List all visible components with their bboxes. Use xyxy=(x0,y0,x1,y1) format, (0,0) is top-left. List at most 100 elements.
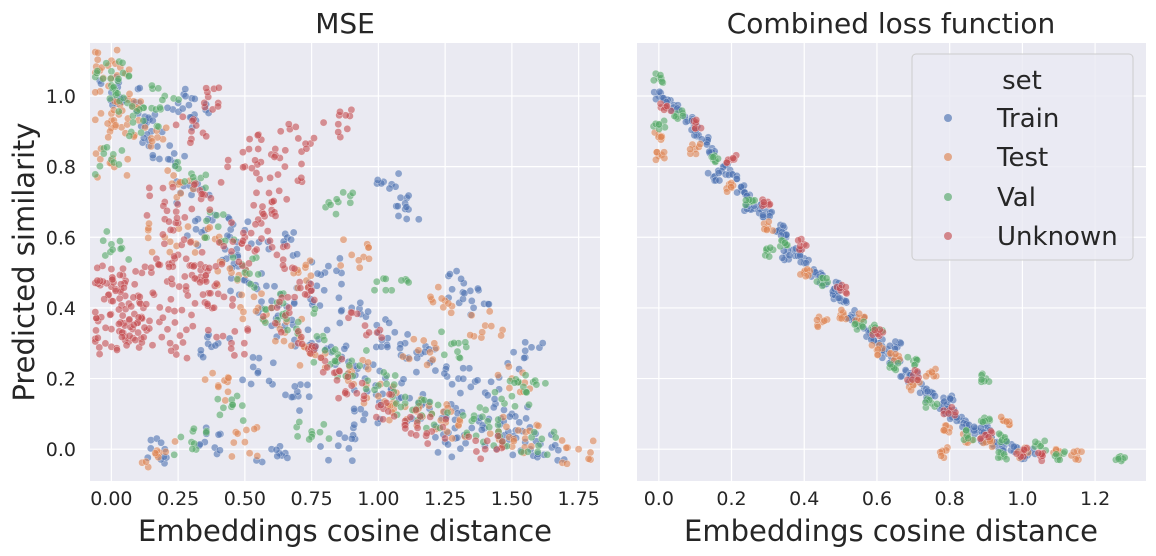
mse-point-test xyxy=(148,137,156,146)
mse-point-unknown xyxy=(341,111,350,120)
mse-point-unknown xyxy=(323,363,331,372)
mse-point-unknown xyxy=(239,237,247,245)
mse-point-unknown xyxy=(220,293,228,301)
mse-point-unknown xyxy=(310,134,318,142)
combined-point-val xyxy=(742,196,750,205)
mse-point-test xyxy=(123,171,131,180)
combined-point-unknown xyxy=(948,403,956,412)
mse-point-train xyxy=(244,217,252,226)
mse-point-val xyxy=(345,361,354,370)
combined-point-train xyxy=(970,423,979,431)
mse-point-test xyxy=(169,171,178,180)
mse-point-val xyxy=(119,94,128,102)
combined-point-val xyxy=(670,112,679,120)
mse-point-val xyxy=(511,402,519,411)
mse-point-train xyxy=(461,439,470,448)
mse-point-unknown xyxy=(360,392,368,400)
mse-y-tick-label: 0.4 xyxy=(46,298,76,320)
mse-point-train xyxy=(459,364,468,373)
mse-point-unknown xyxy=(159,313,167,322)
mse-point-unknown xyxy=(94,334,102,342)
mse-point-unknown xyxy=(270,153,279,161)
mse-point-val xyxy=(521,371,530,380)
mse-point-unknown xyxy=(243,326,252,335)
combined-point-val xyxy=(1040,437,1049,445)
mse-x-tick-label: 1.25 xyxy=(424,488,466,510)
mse-point-unknown xyxy=(257,234,266,243)
combined-point-test xyxy=(837,306,846,314)
mse-point-train xyxy=(473,376,482,385)
mse-point-train xyxy=(336,254,344,263)
mse-point-train xyxy=(509,348,518,357)
mse-point-unknown xyxy=(106,310,114,319)
mse-point-unknown xyxy=(333,376,341,385)
mse-point-train xyxy=(335,319,344,327)
mse-point-test xyxy=(214,383,223,391)
mse-point-test xyxy=(562,443,571,452)
mse-point-test xyxy=(426,292,435,301)
mse-point-train xyxy=(448,380,456,389)
combined-point-val xyxy=(658,77,666,86)
mse-point-test xyxy=(257,289,266,298)
mse-point-test xyxy=(287,341,296,350)
mse-point-unknown xyxy=(227,344,235,353)
mse-x-axis-label: Embeddings cosine distance xyxy=(138,514,552,548)
mse-point-unknown xyxy=(385,390,394,399)
combined-point-train xyxy=(946,394,955,403)
combined-point-test xyxy=(891,350,900,358)
mse-point-unknown xyxy=(115,320,123,328)
mse-point-unknown xyxy=(160,239,169,248)
mse-point-val xyxy=(128,102,136,111)
mse-point-val xyxy=(524,447,532,456)
mse-point-unknown xyxy=(481,445,490,454)
mse-point-test xyxy=(125,90,134,98)
mse-point-unknown xyxy=(412,431,421,440)
combined-point-test xyxy=(652,155,660,164)
mse-point-train xyxy=(253,369,262,377)
mse-point-train xyxy=(521,338,530,347)
mse-point-val xyxy=(154,84,163,93)
mse-point-unknown xyxy=(178,113,187,121)
mse-point-train xyxy=(164,155,173,163)
mse-point-val xyxy=(156,103,164,112)
combined-x-tick-label: 0.4 xyxy=(789,488,819,510)
combined-point-val xyxy=(894,359,902,368)
mse-point-unknown xyxy=(187,311,196,319)
legend-label-train: Train xyxy=(996,104,1059,134)
mse-point-train xyxy=(390,328,399,337)
mse-point-unknown xyxy=(344,372,352,381)
mse-point-train xyxy=(414,215,423,224)
mse-point-train xyxy=(148,151,157,160)
legend-marker-test xyxy=(944,153,952,161)
mse-point-train xyxy=(287,235,295,244)
mse-point-val xyxy=(355,361,364,370)
mse-point-val xyxy=(295,418,304,426)
mse-point-unknown xyxy=(100,295,108,304)
combined-point-unknown xyxy=(729,154,738,162)
mse-point-unknown xyxy=(197,190,206,198)
mse-point-unknown xyxy=(95,343,104,352)
mse-point-unknown xyxy=(205,205,214,214)
mse-point-train xyxy=(460,289,469,298)
combined-point-test xyxy=(928,368,936,377)
mse-point-val xyxy=(245,269,254,278)
mse-point-unknown xyxy=(379,415,387,424)
mse-point-val xyxy=(530,428,539,437)
mse-point-test xyxy=(430,339,439,348)
mse-point-train xyxy=(270,282,279,291)
combined-points xyxy=(649,69,1129,465)
mse-point-train xyxy=(287,393,296,401)
mse-point-unknown xyxy=(252,169,261,177)
mse-point-unknown xyxy=(182,325,191,334)
mse-point-val xyxy=(437,327,446,336)
mse-point-unknown xyxy=(297,333,306,341)
mse-point-unknown xyxy=(271,212,280,220)
mse-point-train xyxy=(313,269,322,278)
mse-point-unknown xyxy=(277,328,286,337)
mse-point-unknown xyxy=(302,144,311,153)
mse-point-train xyxy=(334,441,343,450)
mse-point-unknown xyxy=(182,282,190,291)
mse-point-train xyxy=(272,445,281,454)
combined-point-train xyxy=(931,392,939,400)
mse-point-val xyxy=(201,233,209,242)
